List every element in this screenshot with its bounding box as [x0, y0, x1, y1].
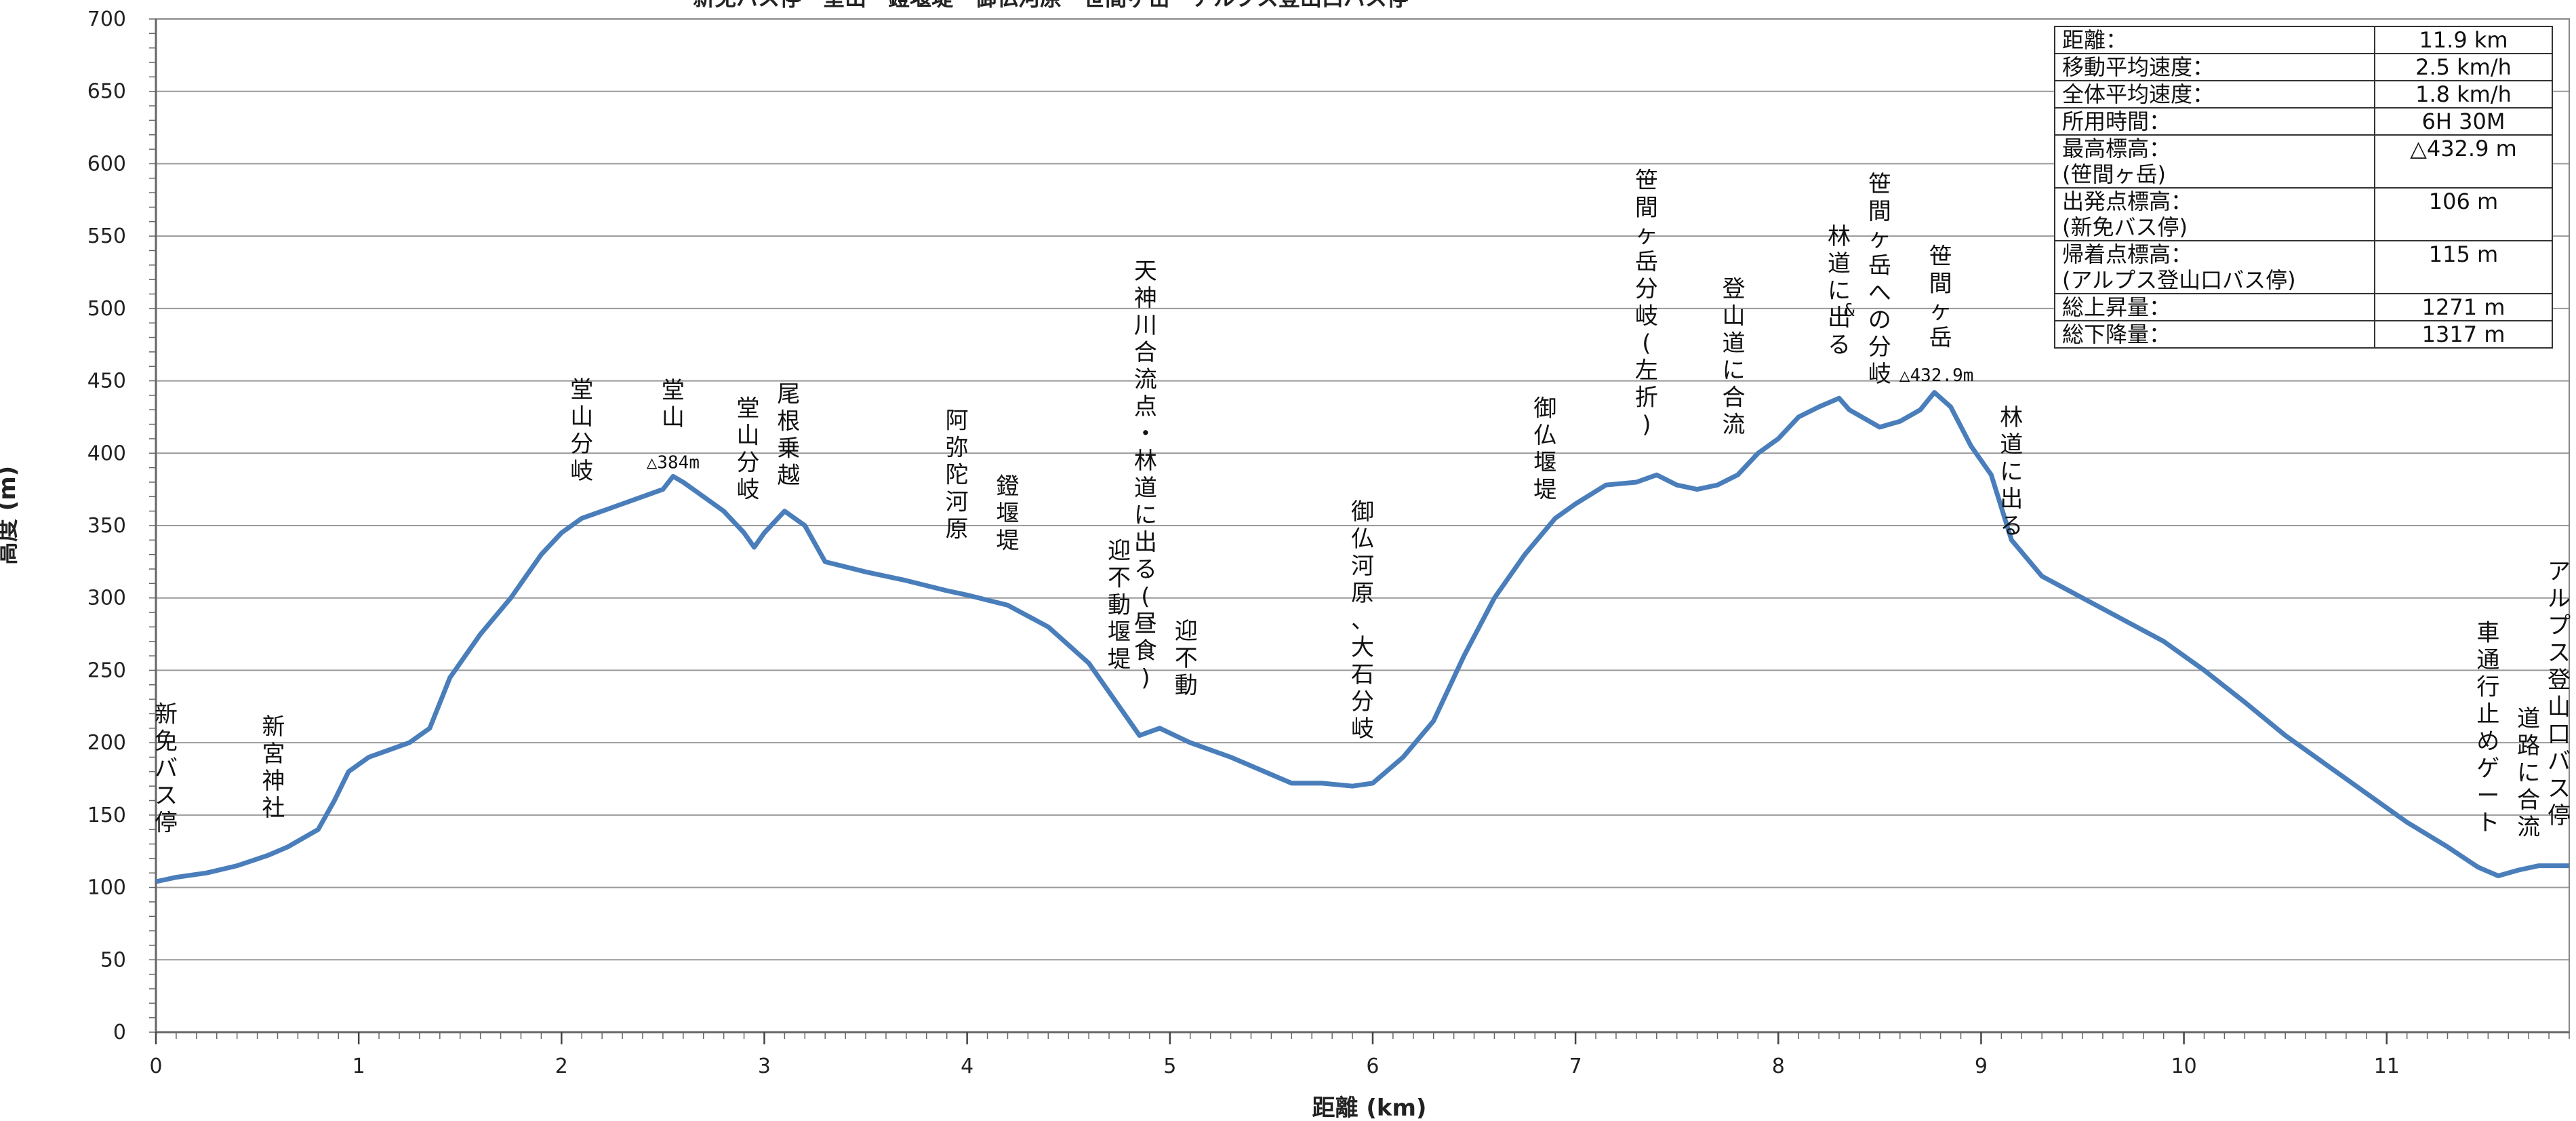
stats-row: 帰着点標高： (アルプス登山口バス停) 115 m — [2054, 240, 2553, 294]
y-tick-label: 700 — [87, 7, 126, 31]
y-tick-label: 650 — [87, 80, 126, 104]
y-tick-label: 300 — [87, 587, 126, 610]
annotation-label: 笹間ヶ岳 — [1929, 243, 1952, 352]
annotation-label: 笹間ヶ岳への分岐 — [1868, 171, 1891, 388]
stats-row: 移動平均速度： 2.5 km/h — [2054, 53, 2553, 81]
stats-label: 移動平均速度： — [2054, 53, 2375, 81]
x-tick-label: 7 — [1569, 1055, 1582, 1078]
stats-row: 所用時間： 6H 30M — [2054, 107, 2553, 136]
chart-title: 新免バス停－堂山－鐙堰堤－御仏河原－笹間ヶ岳－アルプス登山口バス停 — [693, 0, 1409, 11]
stats-label: 帰着点標高： (アルプス登山口バス停) — [2054, 240, 2375, 294]
annotation-label: 笹間ヶ岳分岐(左折) — [1635, 168, 1658, 439]
series-layer — [155, 390, 2569, 884]
stats-row: 全体平均速度： 1.8 km/h — [2054, 80, 2553, 109]
y-tick-label: 100 — [87, 876, 126, 900]
stats-value: 1271 m — [2374, 293, 2553, 321]
annotation-label: 車通行止めゲート — [2476, 620, 2499, 837]
y-tick-label: 450 — [87, 370, 126, 393]
x-tick-label: 4 — [961, 1055, 973, 1078]
annotation-label: △432.9m — [1899, 366, 1974, 386]
x-tick-label: 8 — [1772, 1055, 1785, 1078]
stats-sublabel: (笹間ヶ岳) — [2062, 161, 2166, 187]
y-tick-label: 0 — [113, 1021, 126, 1044]
x-tick-label: 3 — [758, 1055, 771, 1078]
x-axis-title: 距離 (km) — [1312, 1095, 1427, 1121]
y-tick-label: 150 — [87, 804, 126, 827]
y-tick-label: 500 — [87, 297, 126, 321]
x-tick-label: 2 — [555, 1055, 568, 1078]
annotation-label: 鐙堰堤 — [996, 473, 1019, 554]
x-tick-label: 6 — [1366, 1055, 1379, 1078]
stats-value: △432.9 m — [2374, 134, 2553, 189]
stats-row: 出発点標高： (新免バス停) 106 m — [2054, 187, 2553, 241]
stats-row: 総上昇量： 1271 m — [2054, 293, 2553, 321]
x-tick-label: 5 — [1163, 1055, 1176, 1078]
stats-value: 2.5 km/h — [2374, 53, 2553, 81]
stats-value: 115 m — [2374, 240, 2553, 294]
x-tick-label: 10 — [2171, 1055, 2197, 1078]
stats-value: 106 m — [2374, 187, 2553, 241]
y-tick-label: 600 — [87, 152, 126, 176]
stats-row: 総下降量： 1317 m — [2054, 320, 2553, 349]
stats-row: 最高標高： (笹間ヶ岳) △432.9 m — [2054, 134, 2553, 189]
stats-label: 全体平均速度： — [2054, 80, 2375, 109]
y-tick-label: 250 — [87, 658, 126, 682]
annotation-label: & — [1844, 300, 1855, 321]
x-tick-label: 0 — [149, 1055, 162, 1078]
stats-label: 出発点標高： (新免バス停) — [2054, 187, 2375, 241]
stats-label: 最高標高： (笹間ヶ岳) — [2054, 134, 2375, 189]
stats-label: 総上昇量： — [2054, 293, 2375, 321]
stats-sublabel: (新免バス停) — [2062, 214, 2188, 240]
stats-label: 総下降量： — [2054, 320, 2375, 349]
annotation-label: 御仏堰堤 — [1533, 395, 1556, 504]
annotation-layer: 新免バス停新宮神社堂山分岐堂山△384m堂山分岐尾根乗越阿弥陀河原鐙堰堤天神川合… — [155, 168, 2571, 841]
stats-value: 6H 30M — [2374, 107, 2553, 136]
annotation-label: 阿弥陀河原 — [946, 407, 969, 543]
annotation-label: 林道に出る — [1828, 223, 1851, 359]
stats-row: 距離： 11.9 km — [2054, 26, 2553, 54]
stats-value: 11.9 km — [2374, 26, 2553, 54]
stats-value: 1317 m — [2374, 320, 2553, 349]
axis-layer: 0501001502002503003504004505005506006507… — [87, 7, 2570, 1078]
annotation-label: 登山道に合流 — [1722, 276, 1745, 439]
annotation-label: 御仏河原、大石分岐 — [1351, 498, 1374, 743]
annotation-label: 道路に合流 — [2517, 705, 2540, 841]
annotation-label: 林道に出る — [2000, 404, 2023, 540]
y-tick-label: 200 — [87, 731, 126, 755]
stats-table: 距離： 11.9 km 移動平均速度： 2.5 km/h 全体平均速度： 1.8 km/h… — [2054, 26, 2553, 349]
x-tick-label: 11 — [2374, 1055, 2400, 1078]
annotation-label: 尾根乗越 — [777, 380, 800, 489]
x-tick-label: 9 — [1975, 1055, 1988, 1078]
stats-label: 距離： — [2054, 26, 2375, 54]
elevation-line — [155, 390, 2569, 884]
annotation-label: 迎不動堰堤 — [1108, 537, 1131, 673]
annotation-label: 新免バス停 — [155, 701, 178, 837]
annotation-label: △384m — [647, 452, 700, 473]
y-axis-title: 高度 (m) — [0, 466, 21, 565]
annotation-label: 堂山 — [662, 377, 685, 431]
annotation-label: 堂山分岐 — [570, 376, 593, 485]
x-tick-label: 1 — [353, 1055, 365, 1078]
annotation-label: 天神川合流点・林道に出る(昼食) — [1134, 258, 1157, 692]
y-tick-label: 550 — [87, 224, 126, 248]
y-tick-label: 400 — [87, 441, 126, 465]
stats-sublabel: (アルプス登山口バス停) — [2062, 267, 2296, 293]
annotation-label: アルプス登山口バス停 — [2548, 558, 2571, 829]
y-tick-label: 50 — [100, 948, 126, 972]
annotation-label: 堂山分岐 — [737, 395, 760, 504]
stats-label: 所用時間： — [2054, 107, 2375, 136]
annotation-label: 迎不動 — [1175, 618, 1198, 699]
y-tick-label: 350 — [87, 514, 126, 538]
stats-value: 1.8 km/h — [2374, 80, 2553, 109]
annotation-label: 新宮神社 — [262, 713, 285, 822]
